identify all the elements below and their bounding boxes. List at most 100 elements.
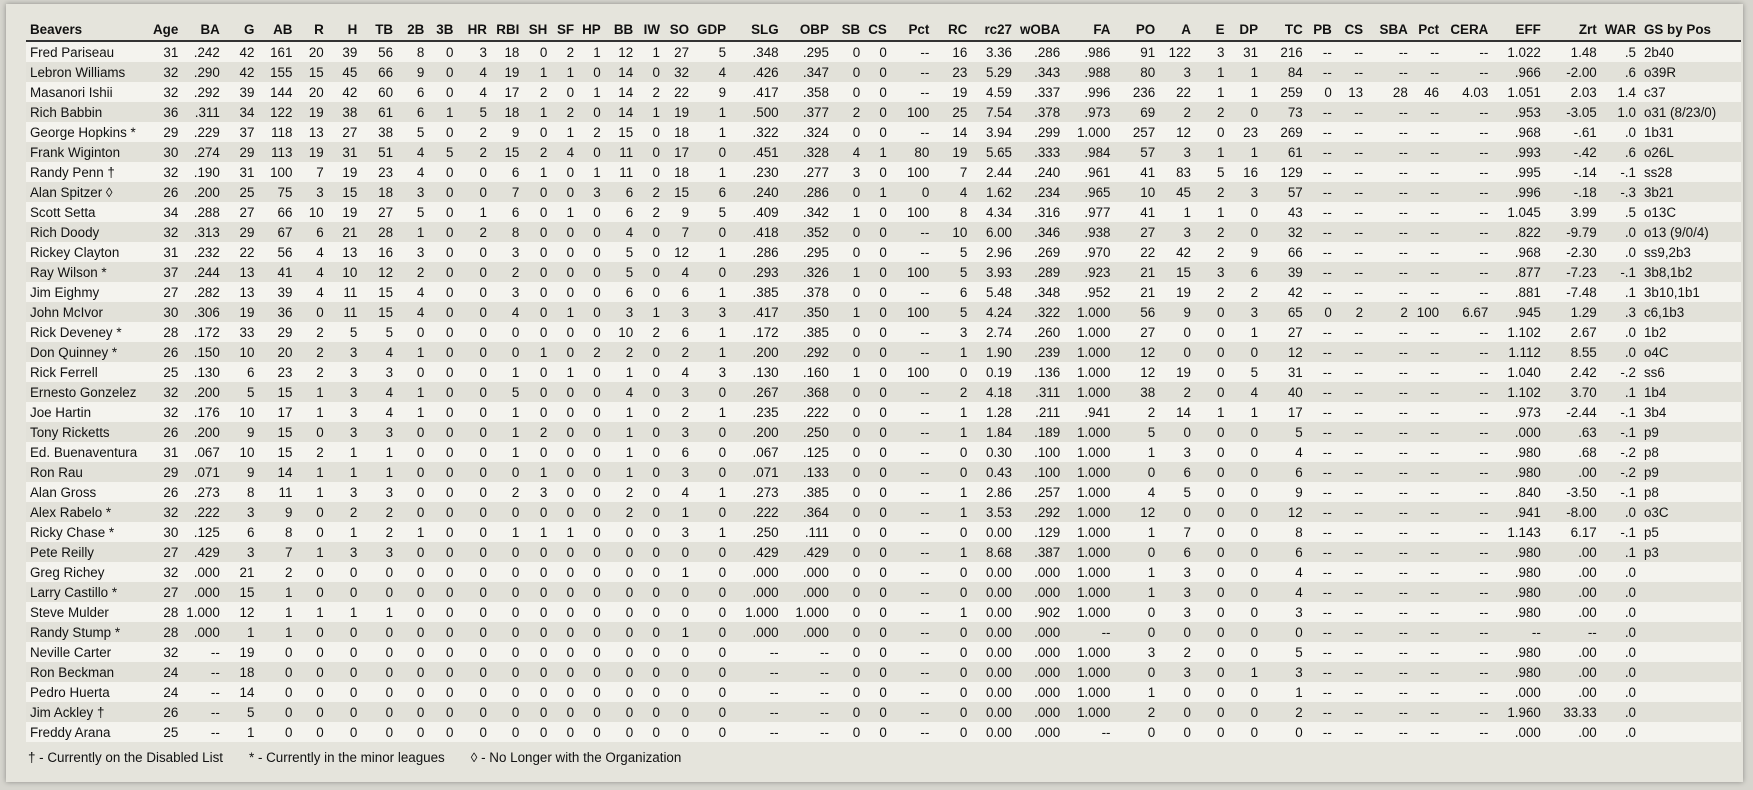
stat-cell: -- [1544,622,1601,642]
stat-cell: 0 [578,382,605,402]
stat-cell: 32 [148,62,183,82]
stat-cell: 0 [296,662,328,682]
stat-cell: .000 [730,562,783,582]
stat-cell: 0 [523,562,552,582]
stat-cell: 2 [1194,282,1229,302]
stat-cell: 0 [604,682,638,702]
stat-cell: 1 [223,722,259,742]
stat-cell: 27 [327,122,362,142]
stat-cell: 27 [1114,322,1160,342]
stat-cell: 2.42 [1544,362,1601,382]
stat-cell: 0 [428,62,458,82]
player-name: Scott Setta [26,202,149,222]
stat-cell: 0 [296,622,328,642]
stat-cell: 40 [1262,382,1307,402]
column-header: Pct [1411,18,1444,42]
stat-cell: 0 [428,542,458,562]
stat-cell: 0 [551,642,579,662]
stat-cell: 0 [637,242,664,262]
stat-cell: 0 [832,542,865,562]
stat-cell: 0 [296,642,328,662]
stat-cell: 0.00 [971,662,1016,682]
stat-cell: -- [1335,202,1368,222]
stat-cell: 56 [258,242,297,262]
stat-cell: 10 [223,442,259,462]
stat-cell: -- [1335,522,1368,542]
stat-cell: -- [890,702,934,722]
stat-cell: .941 [1492,502,1545,522]
stat-cell: 1 [523,522,552,542]
stat-cell: .000 [730,582,783,602]
stat-cell: 0 [663,582,694,602]
stat-cell: 0 [1194,642,1229,662]
stat-cell: 0 [578,62,605,82]
stat-cell: 0 [1228,622,1263,642]
stat-cell: -- [1443,422,1493,442]
stat-cell: 0 [457,602,491,622]
stat-cell: -2.44 [1544,402,1601,422]
stat-cell: 0 [604,722,638,742]
stat-cell: -- [1411,242,1444,262]
stat-cell: .190 [182,162,224,182]
stat-cell: .211 [1016,402,1065,422]
stat-cell: -- [1306,222,1336,242]
stat-cell: 0 [490,582,524,602]
stat-cell: 0 [637,702,664,722]
stat-cell: .426 [730,62,783,82]
stat-cell: .230 [730,162,783,182]
stat-cell: .160 [782,362,833,382]
stat-cell: 0 [523,702,552,722]
stat-cell: .290 [182,62,224,82]
player-name: Alan Gross [26,482,149,502]
stat-cell: 1 [551,122,579,142]
stat-cell: .286 [1016,41,1065,62]
stat-cell: 0 [457,722,491,742]
stat-cell: 0 [864,662,891,682]
stat-cell: 42 [327,82,362,102]
stat-cell: -- [1411,122,1444,142]
stat-cell: 66 [258,202,297,222]
player-name: Ernesto Gonzelez [26,382,149,402]
stat-cell: .980 [1492,442,1545,462]
stat-cell: o4C [1639,342,1741,362]
stat-cell: 36 [148,102,183,122]
stat-cell: 0 [864,302,891,322]
stat-cell: 0 [864,682,891,702]
stat-cell: 0 [637,522,664,542]
column-header: DP [1228,18,1263,42]
stat-cell: 0 [428,722,458,742]
stat-cell: 26 [148,482,183,502]
stat-cell: 0 [457,522,491,542]
stat-cell: 32 [148,502,183,522]
stat-cell: 22 [223,242,259,262]
player-name: Rich Doody [26,222,149,242]
player-name: Randy Penn † [26,162,149,182]
player-name: Frank Wiginton [26,142,149,162]
column-header: CS [1335,18,1368,42]
stat-cell: 6 [663,442,694,462]
stat-cell: 3 [327,482,362,502]
stat-cell: 0 [578,642,605,662]
stat-cell: 61 [361,102,398,122]
stat-cell: -- [1443,462,1493,482]
stat-cell: 2.67 [1544,322,1601,342]
stat-cell: 4 [296,262,328,282]
stat-cell: 2 [1159,102,1195,122]
stat-cell: -- [890,462,934,482]
stat-cell: 0 [1114,602,1160,622]
column-header: RC [933,18,972,42]
stat-cell: -- [1443,622,1493,642]
stat-cell: 1 [523,342,552,362]
stat-cell: 2 [1262,702,1307,722]
stat-cell: 1 [693,102,731,122]
stat-cell: 1.84 [971,422,1016,442]
stat-cell: .409 [730,202,783,222]
stat-cell: -- [1335,542,1368,562]
stat-cell: 2 [1335,302,1368,322]
stat-cell: c6,1b3 [1639,302,1741,322]
stat-cell: 28 [361,222,398,242]
player-name: Jim Ackley † [26,702,149,722]
stat-cell: 1.000 [1064,382,1115,402]
stat-cell: 3 [663,462,694,482]
stat-cell: 4.03 [1443,82,1493,102]
